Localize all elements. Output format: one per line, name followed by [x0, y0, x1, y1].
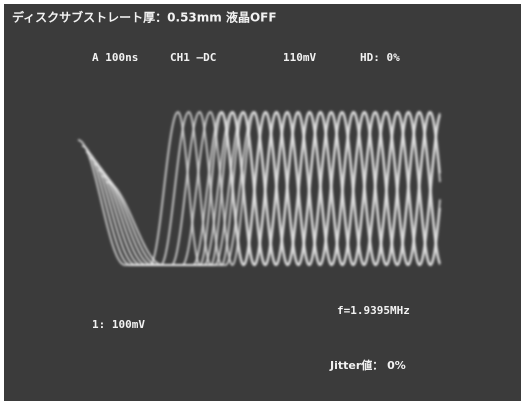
screen	[4, 4, 521, 401]
scale: 1: 100mV	[92, 318, 145, 331]
header-title: ディスクサブストレート厚：0.53mm 液晶OFF	[12, 10, 277, 25]
hd: HD: 0%	[360, 51, 400, 64]
level: 110mV	[283, 51, 316, 64]
frequency: f=1.9395MHz	[337, 304, 410, 317]
timebase: A 100ns	[92, 51, 138, 64]
jitter: Jitter値： 0%	[329, 358, 406, 372]
scope-screen: ディスクサブストレート厚：0.53mm 液晶OFF A 100ns CH1 —D…	[0, 0, 525, 405]
channel: CH1 —DC	[170, 51, 216, 64]
